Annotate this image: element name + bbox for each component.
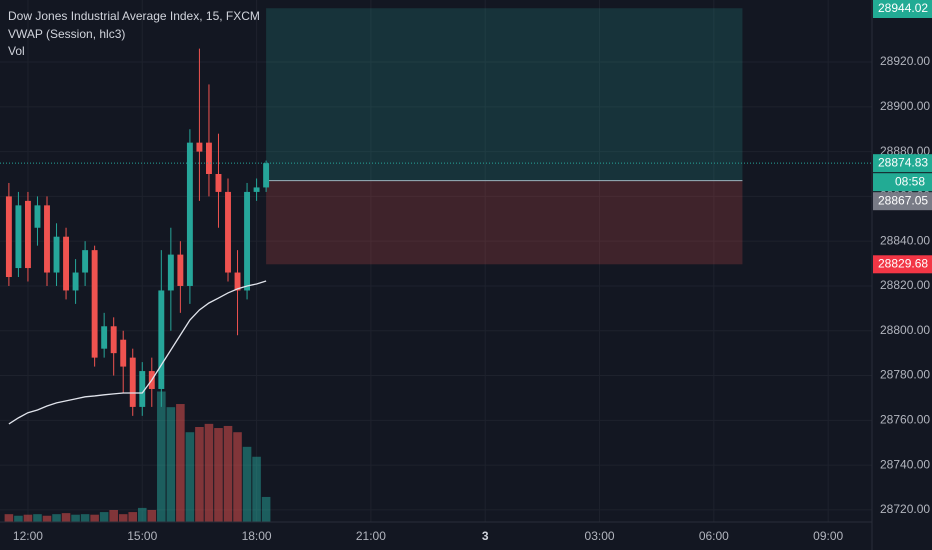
- y-tick-label: 28780.00: [880, 368, 930, 382]
- candle-body: [72, 272, 79, 291]
- stop-label: 28829.68: [878, 256, 928, 270]
- candle-body: [91, 250, 98, 358]
- candle-body: [215, 174, 222, 192]
- entry-label: 28867.05: [878, 193, 928, 207]
- candle-body: [120, 339, 127, 367]
- volume-bar: [157, 391, 166, 522]
- countdown: 08:58: [895, 174, 925, 188]
- volume-bar: [109, 509, 118, 522]
- candle-body: [24, 200, 31, 269]
- candle-body: [44, 205, 50, 273]
- y-tick-label: 28900.00: [880, 99, 930, 113]
- candle-body: [196, 142, 203, 152]
- x-tick-label: 06:00: [699, 529, 729, 543]
- stop-zone: [266, 180, 743, 265]
- x-tick-label: 09:00: [813, 529, 843, 543]
- volume-bar: [4, 514, 14, 522]
- volume-bar: [223, 425, 233, 522]
- y-tick-label: 28800.00: [880, 323, 930, 337]
- volume-bar: [252, 456, 261, 522]
- current-price-label: 28874.83: [878, 155, 928, 169]
- volume-bar: [261, 496, 271, 522]
- candle-body: [129, 357, 136, 407]
- volume-bar: [176, 404, 185, 522]
- y-tick-label: 28720.00: [880, 502, 930, 516]
- candle-body: [177, 254, 184, 286]
- volume-bar: [80, 514, 90, 522]
- candle-body: [158, 290, 165, 389]
- x-tick-label: 21:00: [356, 529, 386, 543]
- candle-body: [263, 163, 270, 188]
- volume-bar: [52, 514, 61, 522]
- stop-label-bg: [873, 255, 932, 274]
- volume-bar: [90, 514, 99, 522]
- y-tick-label: 28740.00: [880, 457, 930, 471]
- candle-body: [167, 254, 174, 291]
- volume-bar: [23, 514, 33, 522]
- vwap-line: [8, 280, 267, 425]
- candle-body: [225, 191, 231, 273]
- indicator-label: Vol: [8, 44, 25, 58]
- target-zone: [266, 8, 743, 181]
- current-price-label-bg: [873, 154, 932, 173]
- y-tick-label: 28760.00: [880, 413, 930, 427]
- x-tick-label: 3: [482, 529, 489, 543]
- x-tick-label: 03:00: [585, 529, 615, 543]
- volume-bar: [128, 512, 138, 522]
- candle-body: [53, 236, 60, 273]
- volume-bar: [214, 428, 223, 522]
- volume-bar: [42, 515, 52, 522]
- volume-bar: [147, 509, 157, 522]
- target-label-bg: [873, 0, 932, 18]
- x-tick-label: 18:00: [242, 529, 272, 543]
- y-tick-label: 28920.00: [880, 54, 930, 68]
- candle-body: [205, 142, 212, 174]
- y-tick-label: 28820.00: [880, 278, 930, 292]
- candle-body: [139, 371, 146, 407]
- volume-bar: [14, 515, 23, 522]
- candle-body: [34, 205, 41, 228]
- volume-bar: [204, 423, 214, 522]
- chart-title: Dow Jones Industrial Average Index, 15, …: [8, 9, 260, 23]
- y-tick-label: 28840.00: [880, 233, 930, 247]
- volume-bar: [242, 446, 252, 522]
- candle-body: [101, 326, 108, 349]
- volume-bar: [99, 512, 109, 522]
- candle-body: [82, 250, 89, 273]
- entry-label-bg: [873, 192, 932, 211]
- target-label: 28944.02: [878, 1, 928, 15]
- volume-bar: [195, 426, 204, 522]
- volume-bar: [137, 507, 147, 522]
- candle-body: [234, 272, 241, 291]
- volume-bar: [233, 432, 242, 522]
- candle-body: [186, 142, 193, 286]
- indicator-label: VWAP (Session, hlc3): [8, 27, 125, 41]
- volume-bar: [61, 513, 71, 522]
- volume-bar: [33, 514, 42, 522]
- x-tick-label: 15:00: [127, 529, 157, 543]
- x-tick-label: 12:00: [13, 529, 43, 543]
- candle-body: [110, 326, 117, 354]
- candle-body: [253, 187, 260, 192]
- candle-body: [5, 196, 12, 278]
- candle-body: [63, 236, 70, 291]
- countdown-bg: [873, 173, 932, 192]
- candle-body: [244, 191, 251, 291]
- candle-body: [15, 205, 22, 269]
- volume-bar: [185, 432, 195, 522]
- volume-bar: [71, 514, 80, 522]
- volume-bar: [118, 514, 128, 522]
- volume-bar: [166, 407, 176, 522]
